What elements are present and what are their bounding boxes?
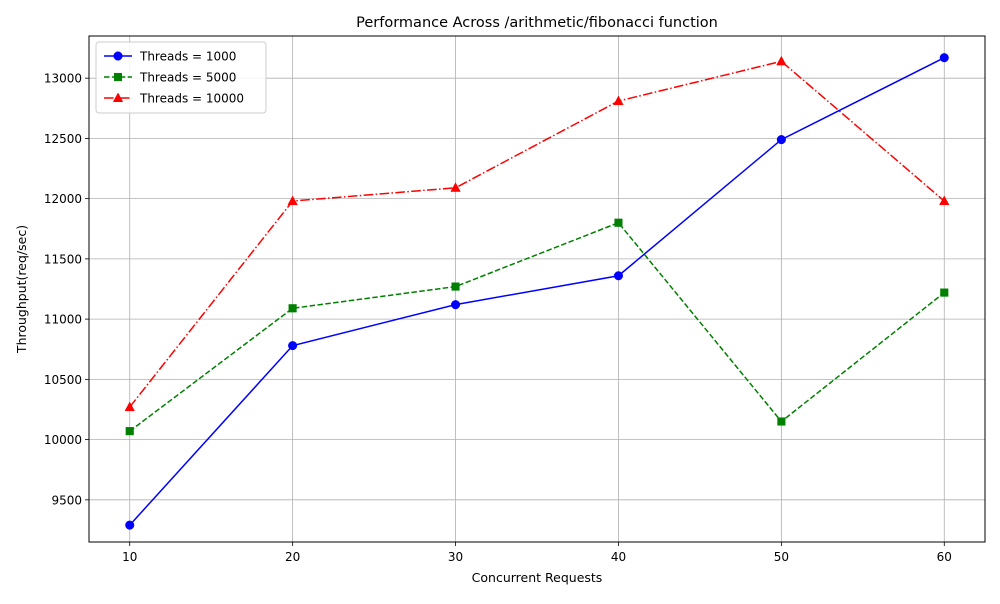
y-tick-label: 12000 <box>44 192 82 206</box>
y-tick-label: 13000 <box>44 72 82 86</box>
chart-title: Performance Across /arithmetic/fibonacci… <box>356 15 718 31</box>
data-point <box>777 417 786 426</box>
legend-label: Threads = 1000 <box>139 50 236 64</box>
y-tick-label: 10000 <box>44 433 82 447</box>
data-point <box>614 218 623 227</box>
series-line <box>129 57 945 526</box>
y-tick-label: 10500 <box>44 373 82 387</box>
x-tick-label: 10 <box>122 550 137 564</box>
x-tick-label: 60 <box>937 550 952 564</box>
legend-label: Threads = 5000 <box>139 71 236 85</box>
x-tick-label: 40 <box>611 550 626 564</box>
series-2 <box>124 55 950 412</box>
data-point <box>125 427 134 436</box>
data-point <box>939 195 950 206</box>
series-0 <box>125 53 949 530</box>
y-tick-label: 11500 <box>44 252 82 266</box>
legend: Threads = 1000 Threads = 5000 Threads = 10… <box>95 41 267 114</box>
data-point <box>613 95 624 106</box>
data-point <box>940 288 949 297</box>
plot-area-frame <box>88 35 986 543</box>
legend-marker <box>113 72 123 82</box>
data-point <box>288 341 298 351</box>
y-axis-label: Throughput(req/sec) <box>14 225 29 354</box>
y-tick-label: 11000 <box>44 313 82 327</box>
x-tick-label: 30 <box>448 550 463 564</box>
data-point <box>776 55 787 66</box>
series-line <box>129 60 945 408</box>
x-tick-label: 20 <box>285 550 300 564</box>
data-point <box>288 304 297 313</box>
data-point <box>450 300 461 310</box>
legend-entry: Threads = 1000 <box>104 50 236 64</box>
y-tick-label: 9500 <box>51 493 82 507</box>
x-tick-label: 50 <box>774 550 789 564</box>
series-1 <box>125 218 949 436</box>
data-point <box>287 195 298 206</box>
data-point <box>776 135 786 145</box>
data-point <box>939 53 949 63</box>
x-axis-label: Concurrent Requests <box>472 570 603 585</box>
y-tick-label: 12500 <box>44 132 82 146</box>
legend-entry: Threads = 5000 <box>104 71 236 85</box>
series-line <box>129 221 945 432</box>
legend-entry: Threads = 10000 <box>104 92 244 106</box>
series-lines <box>124 53 950 530</box>
data-point <box>450 182 461 192</box>
axis-ticks: 10 20 30 40 50 60 9500 10000 10500 11000 11500 1200… <box>44 72 952 564</box>
data-point <box>124 401 135 412</box>
legend-label: Threads = 10000 <box>139 92 244 106</box>
legend-box <box>95 41 267 114</box>
data-point <box>451 282 460 291</box>
legend-marker <box>113 51 123 61</box>
data-point <box>125 520 135 530</box>
legend-marker <box>112 92 124 102</box>
data-point <box>613 271 624 281</box>
